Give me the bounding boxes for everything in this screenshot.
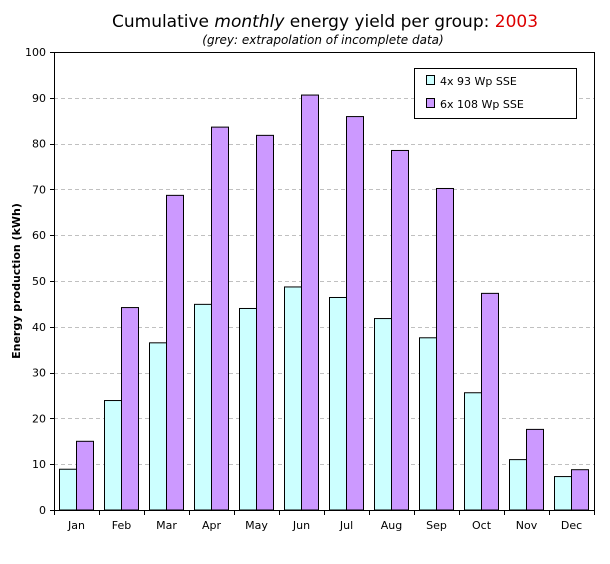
title-part2: monthly (214, 12, 285, 32)
y-tick-label: 30 (32, 367, 46, 380)
y-tick-label: 80 (32, 138, 46, 151)
y-tick-label: 50 (32, 275, 46, 288)
bar (481, 292, 499, 511)
bar (284, 286, 302, 511)
y-tick-label: 90 (32, 92, 46, 105)
bar (211, 126, 229, 511)
x-tick-label: Mar (156, 519, 177, 532)
title-year: 2003 (495, 12, 538, 32)
bar (301, 94, 319, 511)
bar (256, 134, 274, 511)
x-tick-label: May (245, 519, 268, 532)
chart-title: Cumulative monthly energy yield per grou… (112, 12, 538, 32)
x-tick-label: Jul (339, 519, 353, 532)
bar (329, 296, 347, 511)
y-tick-label: 10 (32, 458, 46, 471)
bar (391, 149, 409, 511)
x-tick-label: Dec (561, 519, 582, 532)
y-tick-label: 100 (25, 46, 46, 59)
legend-swatch (426, 75, 435, 85)
bar (346, 116, 364, 511)
legend-swatch (426, 98, 435, 108)
bar (554, 476, 572, 511)
bar (571, 469, 589, 511)
bar (166, 194, 184, 511)
title-part1: Cumulative (112, 12, 214, 32)
y-tick-label: 60 (32, 229, 46, 242)
bar (526, 428, 544, 511)
y-tick-label: 0 (39, 504, 46, 517)
y-axis-label: Energy production (kWh) (10, 203, 23, 359)
bar (121, 307, 139, 511)
bar (194, 303, 212, 511)
y-tick-label: 40 (32, 321, 46, 334)
chart-subtitle: (grey: extrapolation of incomplete data) (202, 33, 443, 47)
bar (509, 459, 527, 511)
title-part3: energy yield per group: (284, 12, 494, 32)
bar (149, 342, 167, 511)
legend-box (414, 68, 577, 119)
bar (239, 307, 257, 511)
bar (436, 187, 454, 511)
x-tick-label: Jan (67, 519, 85, 532)
legend: 4x 93 Wp SSE 6x 108 Wp SSE (414, 68, 577, 119)
bar (59, 468, 77, 511)
bar (374, 318, 392, 511)
x-tick-label: Apr (202, 519, 222, 532)
x-tick-label: Oct (472, 519, 492, 532)
x-tick-label: Aug (381, 519, 402, 532)
bar (104, 400, 122, 511)
y-tick-label: 70 (32, 183, 46, 196)
x-tick-label: Sep (426, 519, 447, 532)
x-tick-label: Feb (112, 519, 131, 532)
bar (419, 337, 437, 511)
bar (76, 440, 94, 511)
x-tick-label: Jun (292, 519, 310, 532)
bar (464, 392, 482, 511)
y-tick-label: 20 (32, 412, 46, 425)
legend-label: 6x 108 Wp SSE (440, 98, 524, 111)
x-tick-label: Nov (516, 519, 538, 532)
legend-label: 4x 93 Wp SSE (440, 75, 517, 88)
